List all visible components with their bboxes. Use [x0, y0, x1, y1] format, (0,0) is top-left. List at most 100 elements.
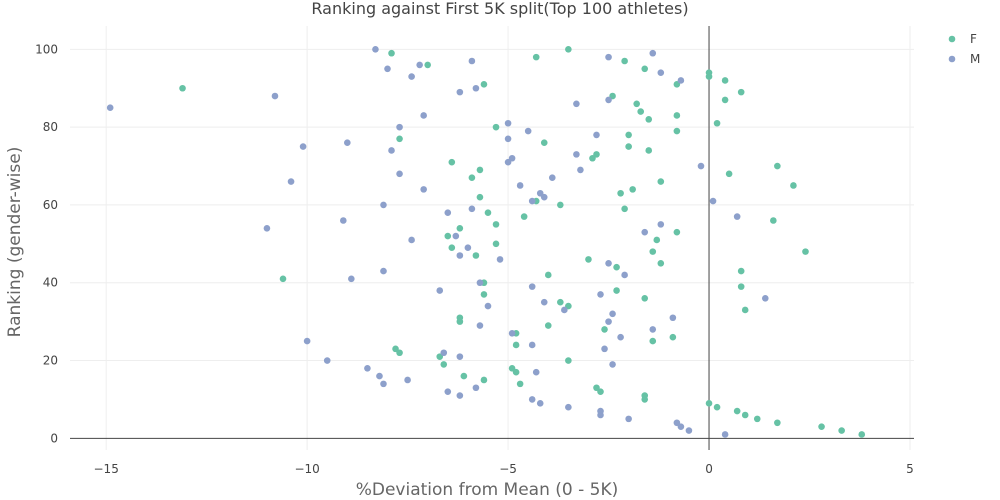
data-point [408, 236, 415, 244]
chart-title: Ranking against First 5K split(Top 100 a… [311, 0, 688, 18]
data-point [472, 252, 480, 259]
data-point [585, 256, 592, 263]
data-point [737, 267, 745, 275]
data-point [380, 201, 387, 209]
data-point [540, 298, 548, 306]
data-point [504, 135, 512, 143]
data-point [774, 419, 781, 427]
data-point [532, 53, 540, 61]
data-point [444, 388, 452, 395]
data-point [645, 116, 653, 123]
data-point [548, 174, 556, 182]
data-point [673, 228, 681, 236]
data-point [721, 77, 729, 84]
data-point [476, 166, 484, 174]
data-point [536, 400, 544, 407]
data-point [673, 112, 681, 119]
data-point [617, 333, 624, 341]
data-point [524, 127, 532, 135]
data-point [641, 228, 649, 236]
data-point [629, 186, 636, 193]
series-F [179, 46, 866, 438]
data-point [677, 77, 685, 84]
data-point [544, 322, 552, 329]
data-point [468, 57, 476, 65]
data-point [641, 294, 649, 302]
axes: −15 −10 −5 0 5 0 20 40 60 80 100 [35, 26, 914, 476]
data-point [653, 236, 661, 244]
data-point [633, 100, 640, 108]
data-point [472, 384, 480, 392]
data-point [705, 73, 713, 80]
data-point [858, 431, 866, 438]
y-tick-label: 100 [35, 42, 58, 56]
data-point [404, 376, 411, 384]
data-point [424, 61, 431, 69]
data-point [573, 151, 580, 158]
y-tick-label: 0 [50, 431, 58, 445]
data-point [609, 361, 616, 368]
data-point [725, 170, 733, 178]
data-point [528, 283, 536, 290]
data-point [637, 108, 645, 115]
data-point [456, 314, 464, 322]
data-point [179, 84, 186, 92]
data-point [440, 349, 448, 357]
y-tick-label: 20 [43, 354, 58, 368]
data-point [436, 287, 444, 294]
data-point [621, 271, 628, 279]
data-point [609, 310, 616, 318]
data-point [593, 131, 600, 139]
data-point [753, 415, 761, 423]
x-tick-label: −15 [94, 462, 119, 476]
data-point [287, 178, 295, 185]
data-point [625, 415, 632, 423]
data-point [476, 322, 484, 329]
data-point [263, 224, 271, 232]
data-point [774, 162, 781, 170]
data-point [565, 46, 572, 53]
data-point [480, 291, 488, 298]
data-point [621, 205, 628, 213]
data-point [713, 119, 721, 127]
data-point [625, 131, 632, 139]
data-point [408, 73, 415, 80]
legend[interactable]: FM [948, 32, 981, 66]
data-point [685, 427, 693, 434]
data-point [480, 81, 488, 88]
data-point [573, 100, 580, 108]
data-point [504, 158, 512, 166]
legend-item-F[interactable]: F [948, 32, 977, 46]
data-point [456, 392, 464, 399]
data-point [838, 427, 845, 434]
data-point [657, 69, 665, 76]
data-point [376, 372, 383, 380]
data-point [561, 306, 568, 314]
data-point [790, 182, 797, 189]
data-point [605, 318, 612, 325]
data-point [565, 403, 572, 411]
data-point [802, 248, 809, 255]
data-point [516, 182, 524, 189]
data-point [420, 186, 427, 193]
data-point [645, 147, 653, 154]
data-point [605, 53, 612, 61]
data-point [339, 217, 347, 224]
data-point [649, 326, 657, 333]
x-tick-label: 0 [705, 462, 713, 476]
data-point [388, 147, 395, 154]
data-point [741, 306, 749, 314]
data-point [737, 88, 745, 96]
legend-item-M[interactable]: M [948, 52, 981, 66]
data-point [577, 166, 584, 174]
data-point [512, 368, 520, 376]
data-point [396, 170, 403, 178]
data-point [641, 65, 649, 73]
data-point [657, 259, 665, 267]
data-point [480, 376, 488, 384]
data-point [492, 221, 500, 228]
data-point [709, 197, 717, 205]
data-point [512, 341, 520, 349]
data-point [452, 232, 460, 240]
